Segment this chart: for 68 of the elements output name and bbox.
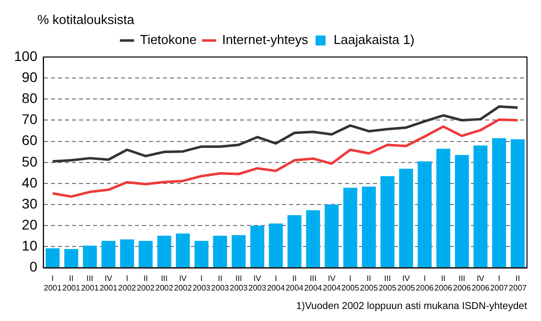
bar <box>324 204 339 268</box>
bar <box>380 176 394 268</box>
legend-label: Laajakaista 1) <box>334 32 415 48</box>
y-tick-label: 0 <box>30 258 38 275</box>
x-tick-label: III 2005 <box>378 274 397 292</box>
x-tick-label: IV 2005 <box>397 274 416 292</box>
bar <box>64 249 78 268</box>
x-tick-label: II 2004 <box>286 274 304 292</box>
bar <box>82 246 97 268</box>
legend-label: Tietokone <box>140 32 197 48</box>
bar <box>232 235 246 268</box>
bar <box>454 155 469 268</box>
bar <box>194 240 208 268</box>
bar <box>362 186 376 268</box>
x-tick-label: II 2006 <box>434 274 453 292</box>
y-axis-title: % kotitalouksista <box>37 12 135 27</box>
bar <box>288 215 302 268</box>
x-tick-label: III 2004 <box>304 274 323 292</box>
y-tick-label: 10 <box>22 238 38 254</box>
bar <box>510 139 525 268</box>
bar <box>157 236 172 268</box>
bar <box>120 239 134 268</box>
x-tick-label: I 2002 <box>118 274 137 292</box>
bar <box>343 188 358 268</box>
bar <box>492 138 506 268</box>
bar <box>250 226 264 268</box>
x-tick-label: I 2003 <box>192 274 211 292</box>
bar <box>268 224 283 268</box>
x-tick-label: I 2004 <box>266 274 286 292</box>
x-tick-label: III 2002 <box>155 274 174 292</box>
bar <box>138 240 153 268</box>
y-tick-label: 40 <box>22 174 38 190</box>
bar <box>399 168 414 268</box>
bar <box>213 236 228 268</box>
x-tick-label: IV 2001 <box>100 274 118 292</box>
x-tick-label: IV 2002 <box>174 274 192 292</box>
x-tick-label: IV 2006 <box>472 274 490 292</box>
bar <box>101 240 116 268</box>
y-tick-label: 80 <box>22 90 38 106</box>
bar <box>176 233 190 268</box>
x-tick-label: II 2007 <box>508 274 528 292</box>
y-tick-label: 60 <box>22 132 38 148</box>
x-tick-label: III 2006 <box>452 274 472 292</box>
x-tick-label: III 2001 <box>80 274 100 292</box>
x-tick-label: I 2007 <box>490 274 509 292</box>
y-tick-label: 30 <box>22 195 38 212</box>
x-tick-label: II 2002 <box>136 274 156 292</box>
bar <box>436 148 450 268</box>
x-tick-label: I 2001 <box>44 274 62 292</box>
y-tick-label: 90 <box>22 68 38 85</box>
bar <box>418 161 432 268</box>
y-tick-label: 50 <box>22 153 38 170</box>
legend-label: Internet-yhteys <box>222 32 309 48</box>
x-tick-label: II 2003 <box>211 274 230 292</box>
bar <box>474 146 488 268</box>
y-tick-label: 100 <box>14 48 38 64</box>
bar <box>46 248 60 268</box>
x-tick-label: II 2005 <box>360 274 378 292</box>
bar <box>306 210 320 268</box>
y-tick-label: 20 <box>22 216 38 232</box>
x-tick-label: II 2001 <box>62 274 81 292</box>
x-tick-label: III 2003 <box>230 274 248 292</box>
x-tick-label: IV 2004 <box>322 274 342 292</box>
y-tick-label: 70 <box>22 111 38 128</box>
x-tick-label: I 2006 <box>416 274 434 292</box>
x-tick-label: I 2005 <box>341 274 360 292</box>
x-tick-label: IV 2003 <box>248 274 267 292</box>
text: 1)Vuoden 2002 loppuun asti mukana ISDN-yhteydet <box>296 301 528 312</box>
